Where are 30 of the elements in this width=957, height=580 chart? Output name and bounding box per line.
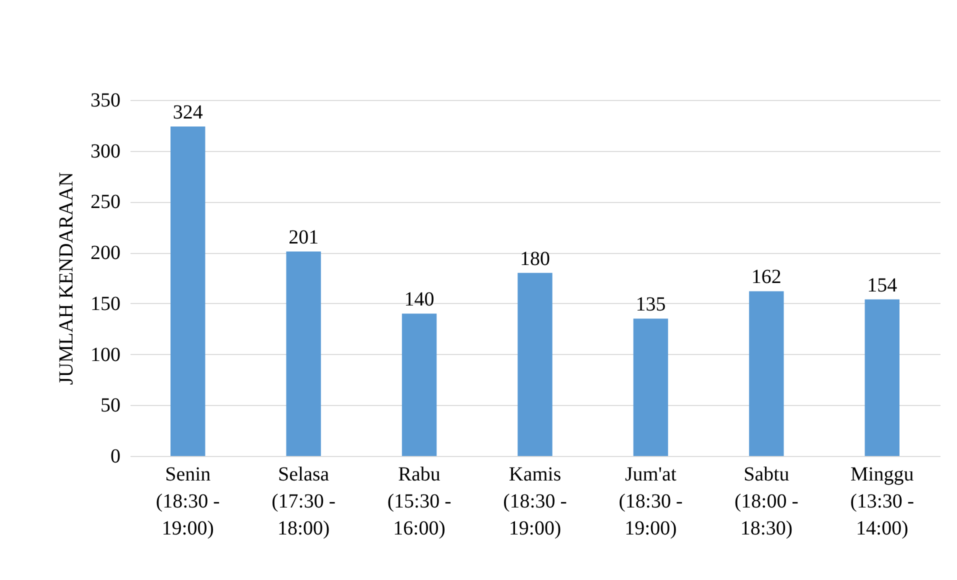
y-tick-label: 0: [110, 446, 120, 468]
bar: [749, 291, 784, 456]
data-label: 135: [636, 294, 666, 316]
bar: [633, 318, 668, 456]
bar: [864, 299, 900, 456]
data-label: 201: [288, 226, 319, 249]
data-label: 324: [172, 101, 203, 124]
bar: [518, 272, 552, 456]
x-tick-label: Selasa (17:30 - 18:00): [272, 464, 336, 540]
data-label: 180: [520, 248, 550, 270]
x-tick-label: Kamis (18:30 - 19:00): [503, 464, 567, 540]
y-tick-label: 50: [100, 394, 120, 417]
x-tick-label: Rabu (15:30 - 16:00): [387, 464, 452, 540]
x-tick-label: Minggu (13:30 - 14:00): [850, 464, 914, 540]
x-tick-label: Senin (18:30 - 19:00): [156, 464, 220, 540]
data-label: 154: [867, 274, 898, 296]
y-axis-title: JUMLAH KENDARAAN: [56, 172, 78, 385]
y-tick-label: 250: [90, 191, 120, 214]
y-tick-label: 100: [90, 344, 120, 366]
data-label: 140: [404, 288, 434, 311]
y-tick-label: 200: [90, 242, 120, 264]
x-tick-label: Jum'at (18:30 - 19:00): [618, 464, 683, 540]
bar: [402, 314, 437, 456]
y-tick-label: 150: [90, 292, 120, 315]
y-tick-label: 300: [90, 140, 120, 162]
y-tick-label: 350: [90, 90, 120, 112]
bar: [170, 126, 206, 456]
data-label: 162: [751, 266, 782, 288]
x-tick-label: Sabtu (18:00 - 18:30): [734, 464, 798, 540]
bar: [286, 252, 321, 456]
